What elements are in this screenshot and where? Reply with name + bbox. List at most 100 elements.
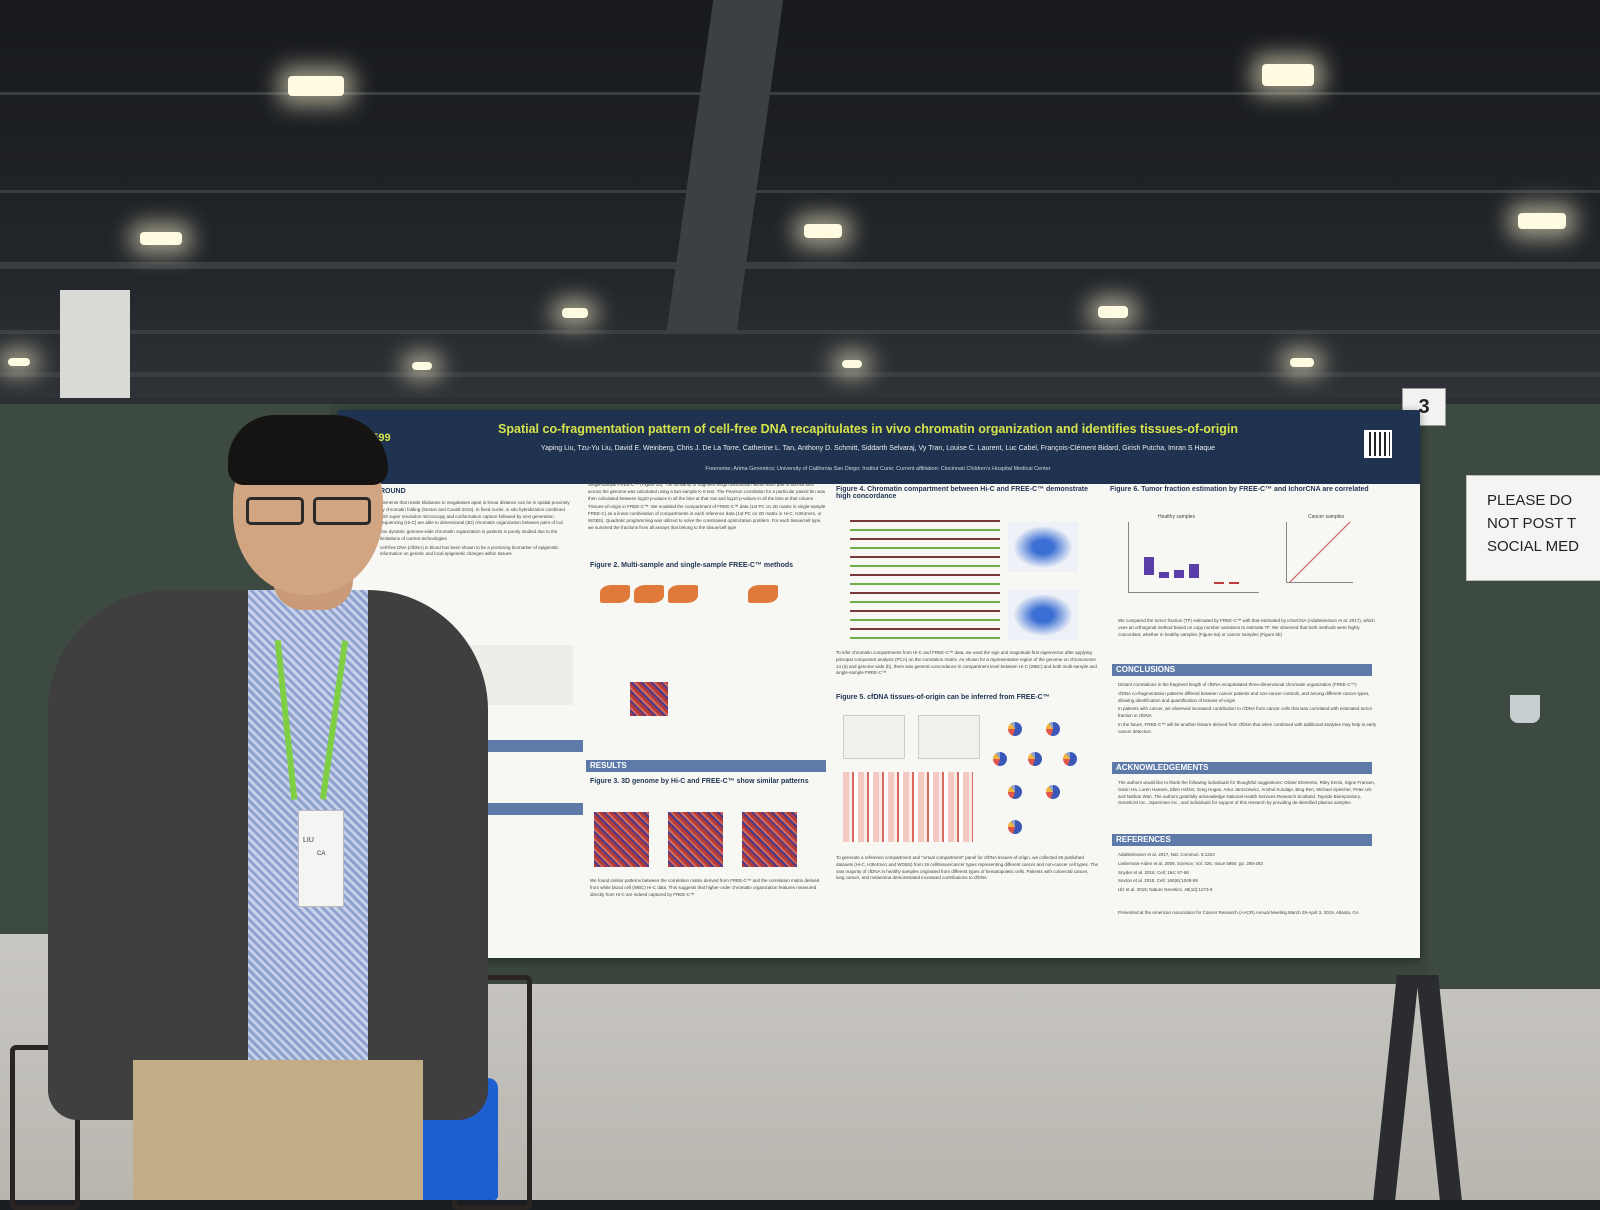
- pie-chart: [993, 752, 1007, 766]
- pie-chart: [1008, 820, 1022, 834]
- ceiling-truss: [0, 330, 1600, 334]
- figure-4-title: Figure 4. Chromatin compartment between …: [836, 486, 1089, 500]
- pca-plot: [918, 715, 980, 759]
- poster-authors: Yaping Liu, Tzu-Yu Liu, David E. Weinber…: [540, 445, 1216, 452]
- pca-plot: [843, 715, 905, 759]
- plastic-cup: [1510, 695, 1540, 723]
- ceiling-truss: [0, 262, 1600, 269]
- box-plot-box: [1214, 582, 1224, 584]
- reference-item: Snyder et al. 2016; Cell; 164; 57-68: [1118, 869, 1189, 875]
- ceiling-truss: [0, 92, 1600, 95]
- no-social-media-sign: PLEASE DO NOT POST T SOCIAL MED: [1466, 475, 1600, 581]
- figure-3-note: We found similar patterns between the co…: [590, 878, 820, 897]
- conclusion-item: cfDNA co-fragmentation patterns differed…: [1118, 690, 1370, 703]
- correlation-matrix-thumbnail: [630, 682, 668, 716]
- ceiling-truss: [0, 190, 1600, 193]
- dna-fragment-shape: [600, 585, 630, 603]
- pillar: [60, 290, 130, 400]
- figure-3-title: Figure 3. 3D genome by Hi-C and FREE-C™ …: [590, 778, 809, 785]
- ceiling-light: [562, 308, 588, 318]
- pie-chart: [1063, 752, 1077, 766]
- ceiling-light: [804, 224, 842, 238]
- box-plot-box: [1144, 557, 1154, 575]
- free-c-single-heatmap: [742, 812, 797, 867]
- section-bar: [488, 803, 583, 815]
- badge-text: CA: [317, 851, 326, 857]
- sign-line: SOCIAL MED: [1487, 538, 1579, 555]
- presenter-person: LIU CA: [48, 415, 498, 1200]
- ceiling-light: [288, 76, 344, 96]
- poster-title: Spatial co-fragmentation pattern of cell…: [498, 422, 1238, 436]
- sign-line: NOT POST T: [1487, 515, 1577, 532]
- box-plot-box: [1159, 572, 1169, 578]
- research-poster: #3599 Spatial co-fragmentation pattern o…: [338, 410, 1420, 958]
- dna-fragment-shape: [748, 585, 778, 603]
- ceiling-light: [1518, 213, 1566, 229]
- conclusion-item: In patients with cancer, we observed inc…: [1118, 706, 1373, 718]
- correlation-scatter: [1286, 522, 1353, 583]
- sign-line: PLEASE DO: [1487, 492, 1573, 509]
- background-text: elements that reside kilobases to megaba…: [380, 500, 570, 560]
- paragraph: Single-sample FREE-C™ (Figure 2b): The s…: [588, 482, 826, 501]
- figure-5-note: To generate a reference compartment and …: [836, 855, 1098, 881]
- badge-text: LIU: [303, 837, 314, 844]
- scatter-plot: [1008, 590, 1078, 640]
- paragraph: Tissues-of-origin in FREE-C™: We modeled…: [588, 504, 826, 530]
- paragraph: elements that reside kilobases to megaba…: [380, 500, 570, 526]
- tissue-heatmap: [843, 772, 973, 842]
- name-badge: LIU CA: [298, 810, 344, 907]
- pie-chart: [1008, 722, 1022, 736]
- reference-item: Lieberman-Aiden et al. 2009, Science, Vo…: [1118, 860, 1263, 866]
- poster-affiliations: Freenome; Arima Genomics; University of …: [705, 466, 1051, 472]
- pie-chart: [1046, 722, 1060, 736]
- ceiling-light: [1098, 306, 1128, 318]
- figure-6-note: We compared the tumor fraction (TF) esti…: [1118, 618, 1375, 637]
- figure-6-title: Figure 6. Tumor fraction estimation by F…: [1110, 486, 1369, 493]
- booth-number: 3: [1418, 396, 1430, 418]
- glasses-lens: [246, 497, 304, 525]
- conclusion-item: Distant correlations in the fragment len…: [1118, 682, 1357, 687]
- reference-item: Adalsteinsson et al. 2017, Nat. Commun. …: [1118, 852, 1215, 857]
- results-bar: RESULTS: [586, 760, 826, 772]
- duct: [666, 0, 784, 330]
- box-plot: [1128, 522, 1259, 593]
- pie-chart: [1046, 785, 1060, 799]
- qr-code: [1364, 430, 1392, 458]
- box-plot-box: [1174, 570, 1184, 578]
- pie-chart: [1028, 752, 1042, 766]
- acknowledgements-bar: ACKNOWLEDGEMENTS: [1112, 762, 1372, 774]
- hair: [228, 415, 388, 485]
- free-c-multi-heatmap: [668, 812, 723, 867]
- references-bar: REFERENCES: [1112, 834, 1372, 846]
- conclusion-item: In the future, FREE-C™ will be another f…: [1118, 721, 1377, 734]
- pants: [133, 1060, 423, 1200]
- scatter-plot: [1008, 522, 1078, 572]
- pie-chart: [1008, 785, 1022, 799]
- presented-note: Presented at the American Association fo…: [1118, 910, 1359, 915]
- glasses-lens: [313, 497, 371, 525]
- ceiling-light: [8, 358, 30, 366]
- dna-fragment-shape: [668, 585, 698, 603]
- hic-heatmap: [594, 812, 649, 867]
- dna-fragment-shape: [634, 585, 664, 603]
- reference-item: Ulz et al. 2016; Nature Genetics, 48(10)…: [1118, 887, 1213, 892]
- methods-text: Single-sample FREE-C™ (Figure 2b): The s…: [588, 482, 826, 533]
- ceiling-light: [842, 360, 862, 368]
- figure-2-title: Figure 2. Multi-sample and single-sample…: [590, 562, 794, 569]
- poster-header: #3599 Spatial co-fragmentation pattern o…: [338, 410, 1420, 484]
- paragraph: one dynamic genome-wide chromatin organi…: [380, 529, 558, 541]
- conclusions-list: Distant correlations in the fragment len…: [1118, 682, 1378, 737]
- box-plot-box: [1189, 564, 1199, 578]
- reference-item: Sexton et al. 2015; Cell; 160(6):1049-59: [1118, 878, 1198, 884]
- ceiling: [0, 0, 1600, 400]
- references-list: Adalsteinsson et al. 2017, Nat. Commun. …: [1118, 852, 1378, 896]
- conclusions-bar: CONCLUSIONS: [1112, 664, 1372, 676]
- fig6-label-right: Cancer samples: [1308, 514, 1345, 520]
- ceiling-light: [140, 232, 182, 245]
- box-plot-box: [1229, 582, 1239, 584]
- section-bar: [488, 740, 583, 752]
- figure-4-note: To infer chromatin compartments from Hi-…: [836, 650, 1097, 676]
- acknowledgements-text: The authors would like to thank the foll…: [1118, 780, 1376, 806]
- compartment-tracks: [850, 520, 1000, 640]
- ceiling-light: [412, 362, 432, 370]
